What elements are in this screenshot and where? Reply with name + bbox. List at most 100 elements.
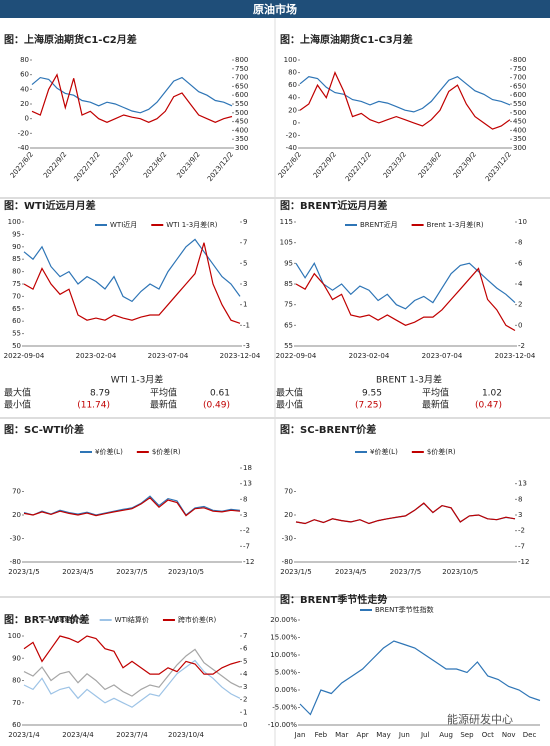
y2-tick-label: 350	[513, 135, 526, 143]
x-tick-label: Mar	[335, 731, 348, 739]
y-tick-label: 70	[12, 699, 21, 707]
x-tick-label: Oct	[482, 731, 494, 739]
legend-label: $价差(R)	[152, 447, 181, 456]
y2-tick-label: 10	[518, 218, 527, 226]
series-line	[31, 73, 233, 123]
y-tick-label: 10.00%	[270, 651, 297, 659]
y-tick-label: 40	[288, 94, 297, 102]
y2-tick-label: -12	[243, 558, 254, 566]
y-tick-label: 60	[288, 81, 297, 89]
chart-title: 图：WTI近远月月差	[4, 199, 96, 212]
y2-tick-label: -3	[243, 342, 250, 350]
stats-cell: 0.61	[210, 389, 230, 399]
y-tick-label: 90	[12, 243, 21, 251]
x-tick-label: 2023/10/5	[168, 568, 204, 576]
y-tick-label: 100	[8, 218, 21, 226]
y2-tick-label: 800	[513, 56, 526, 64]
y2-tick-label: 500	[235, 109, 248, 117]
y-tick-label: 65	[12, 305, 21, 313]
stats-cell: (7.25)	[355, 401, 382, 411]
y2-tick-label: -2	[518, 527, 525, 535]
x-tick-label: 2023-02-04	[349, 352, 390, 360]
y-tick-label: 95	[12, 230, 21, 238]
y-tick-label: 70	[284, 488, 293, 496]
y-tick-label: 20	[12, 511, 21, 519]
legend-label: WTI结算价	[115, 615, 149, 624]
x-tick-label: 2023/4/4	[62, 731, 94, 739]
y2-tick-label: 550	[513, 100, 526, 108]
y-tick-label: 0	[293, 119, 297, 127]
x-tick-label: 2023/7/5	[116, 568, 147, 576]
y2-tick-label: -1	[243, 321, 250, 329]
y2-tick-label: 650	[513, 82, 526, 90]
x-tick-label: 2022/6/2	[277, 150, 303, 179]
y2-tick-label: 3	[243, 280, 247, 288]
y2-tick-label: 6	[243, 645, 248, 653]
series-line	[23, 495, 241, 516]
x-tick-label: 2023-07-04	[148, 352, 189, 360]
series-line	[23, 635, 241, 675]
header-title: 原油市场	[253, 2, 297, 16]
y2-tick-label: 8	[518, 495, 522, 503]
stats-cell: (0.47)	[475, 401, 502, 411]
x-tick-label: 2023/7/4	[116, 731, 148, 739]
x-tick-label: Aug	[439, 731, 453, 739]
legend-label: BR结算价	[55, 615, 86, 624]
y-tick-label: 75	[284, 301, 293, 309]
y-tick-label: -10.00%	[268, 721, 298, 729]
y-tick-label: 20	[284, 511, 293, 519]
y2-tick-label: 7	[243, 239, 247, 247]
y2-tick-label: 700	[235, 74, 248, 82]
y2-tick-label: -2	[243, 527, 250, 535]
y2-tick-label: 13	[518, 480, 527, 488]
y2-tick-label: 3	[243, 511, 247, 519]
stats-cell: 1.02	[482, 389, 502, 399]
y2-tick-label: 700	[513, 74, 526, 82]
stats-cell: (11.74)	[77, 401, 110, 411]
x-tick-label: 2023/1/5	[280, 568, 311, 576]
x-tick-label: 2022/9/2	[312, 150, 338, 179]
x-tick-label: 2022/6/2	[9, 150, 35, 179]
x-tick-label: 2023/4/5	[62, 568, 93, 576]
x-tick-label: Jul	[420, 731, 430, 739]
header-bar	[0, 0, 550, 18]
y2-tick-label: -2	[518, 342, 525, 350]
stats-cell: 最大值	[4, 387, 31, 399]
y2-tick-label: 8	[243, 495, 247, 503]
stats-cell: 最小值	[4, 399, 31, 411]
y2-tick-label: 550	[235, 100, 248, 108]
x-tick-label: 2022-09-04	[276, 352, 317, 360]
y2-tick-label: -7	[518, 542, 525, 550]
y2-tick-label: 2	[518, 301, 522, 309]
y-tick-label: 5.00%	[275, 669, 298, 677]
y-tick-label: 70	[12, 488, 21, 496]
chart-title: 图：BRENT近远月月差	[280, 199, 387, 212]
y-tick-label: -30	[282, 535, 293, 543]
y-tick-label: 95	[284, 259, 293, 267]
legend-label: BRENT季节性指数	[375, 605, 434, 614]
y-tick-label: 80	[288, 69, 297, 77]
x-tick-label: 2023-12-04	[220, 352, 261, 360]
y2-tick-label: 0	[243, 721, 247, 729]
legend-label: WTI近月	[110, 220, 137, 229]
x-tick-label: 2022/12/2	[73, 150, 102, 183]
y-tick-label: 20	[288, 106, 297, 114]
chart-title: 图：SC-WTI价差	[4, 423, 84, 436]
y2-tick-label: 650	[235, 82, 248, 90]
y-tick-label: 0	[25, 115, 29, 123]
x-tick-label: 2022/12/2	[344, 150, 373, 183]
y2-tick-label: 1	[243, 301, 247, 309]
y-tick-label: 70	[12, 292, 21, 300]
series-line	[295, 267, 516, 332]
y-tick-label: 85	[12, 255, 21, 263]
y-tick-label: 40	[20, 85, 29, 93]
stats-cell: 最小值	[276, 399, 303, 411]
stats-cell: 9.55	[362, 389, 382, 399]
y2-tick-label: 400	[235, 126, 248, 134]
y-tick-label: 60	[20, 71, 29, 79]
chart-title: 图：BRENT季节性走势	[280, 593, 387, 606]
y-tick-label: 90	[12, 654, 21, 662]
x-tick-label: 2023/4/5	[335, 568, 366, 576]
